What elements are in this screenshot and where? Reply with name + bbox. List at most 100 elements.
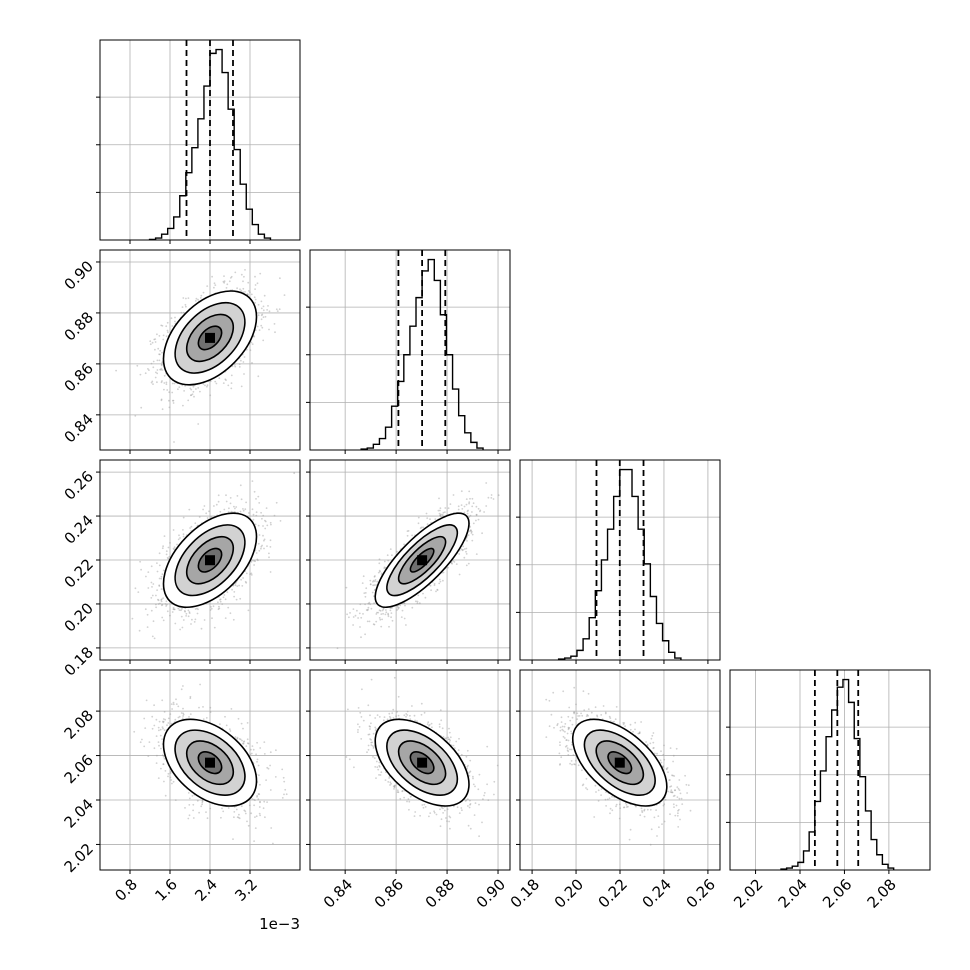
histogram-plot-area (310, 250, 510, 450)
sample-point (248, 512, 250, 514)
y-tick-label: 0.84 (61, 410, 97, 446)
sample-point (244, 580, 247, 583)
sample-point (228, 507, 230, 510)
sample-point (260, 511, 262, 514)
sample-point (219, 598, 222, 601)
sample-point (256, 282, 259, 285)
sample-point (264, 520, 267, 523)
sample-point (167, 331, 169, 334)
sample-point (144, 372, 147, 375)
sample-point (378, 558, 381, 561)
sample-point (245, 501, 248, 504)
sample-point (160, 575, 163, 578)
histogram-plot-area (730, 670, 930, 870)
sample-point (465, 547, 468, 550)
sample-point (390, 616, 392, 619)
sample-point (260, 307, 263, 310)
sample-point (260, 318, 263, 321)
sample-point (234, 584, 237, 587)
sample-point (253, 560, 255, 562)
sample-point (162, 545, 165, 548)
sample-point (254, 275, 256, 278)
sample-point (293, 472, 296, 475)
sample-point (438, 582, 441, 585)
sample-point (233, 595, 236, 598)
sample-point (225, 494, 227, 497)
sample-point (471, 497, 474, 500)
sample-point (251, 508, 254, 511)
sample-point (497, 494, 500, 497)
sample-point (267, 305, 269, 307)
sample-point (234, 271, 237, 274)
sample-point (229, 277, 232, 279)
sample-point (190, 525, 193, 528)
sample-point (160, 604, 163, 607)
sample-point (417, 516, 420, 519)
scatter-plot-area (100, 250, 300, 450)
sample-point (227, 384, 230, 387)
sample-point (169, 614, 171, 617)
sample-point (250, 293, 253, 296)
sample-point (468, 502, 470, 505)
sample-point (439, 507, 442, 510)
sample-point (150, 362, 153, 365)
sample-point (182, 297, 185, 299)
sample-point (162, 597, 165, 599)
contour-line-2 (185, 535, 235, 585)
sample-point (234, 365, 237, 368)
sample-point (198, 516, 201, 518)
sample-point (492, 498, 495, 500)
sample-point (218, 605, 220, 608)
sample-point (235, 598, 238, 601)
sample-point (188, 611, 191, 613)
contour-line-0 (162, 290, 258, 386)
sample-point (262, 309, 265, 312)
sample-point (251, 362, 253, 364)
sample-point (173, 441, 175, 443)
sample-point (362, 575, 365, 578)
histogram-step (780, 678, 895, 870)
sample-point (258, 329, 261, 331)
sample-point (263, 538, 266, 541)
sample-point (168, 391, 171, 394)
sample-point (452, 560, 454, 562)
sample-point (239, 597, 242, 600)
sample-point (168, 399, 170, 402)
sample-point (172, 399, 175, 402)
sample-point (377, 571, 380, 574)
sample-point (160, 598, 163, 601)
sample-point (156, 359, 159, 362)
sample-point (388, 625, 390, 628)
sample-point (158, 335, 161, 337)
sample-point (379, 618, 382, 621)
sample-point (249, 349, 252, 352)
sample-point (243, 356, 246, 358)
sample-point (274, 331, 276, 334)
sample-point (161, 361, 164, 364)
sample-point (208, 510, 210, 513)
sample-point (227, 511, 230, 513)
sample-point (219, 598, 221, 601)
sample-point (149, 340, 152, 343)
sample-point (386, 554, 389, 557)
sample-point (182, 533, 185, 536)
sample-point (375, 620, 378, 623)
sample-point (152, 383, 154, 385)
sample-point (397, 606, 399, 609)
sample-point (391, 619, 394, 622)
contour-line-1 (174, 301, 246, 374)
sample-point (160, 324, 163, 327)
sample-point (229, 612, 232, 615)
sample-point (258, 534, 261, 536)
sample-point (163, 382, 166, 384)
contour-line-3 (197, 547, 223, 573)
sample-point (257, 314, 260, 317)
sample-point (275, 308, 278, 311)
sample-point (240, 273, 243, 276)
sample-point (235, 506, 238, 508)
sample-point (255, 511, 258, 514)
sample-point (404, 604, 406, 607)
sample-point (369, 583, 372, 585)
sample-point (398, 606, 400, 609)
sample-point (217, 608, 220, 611)
